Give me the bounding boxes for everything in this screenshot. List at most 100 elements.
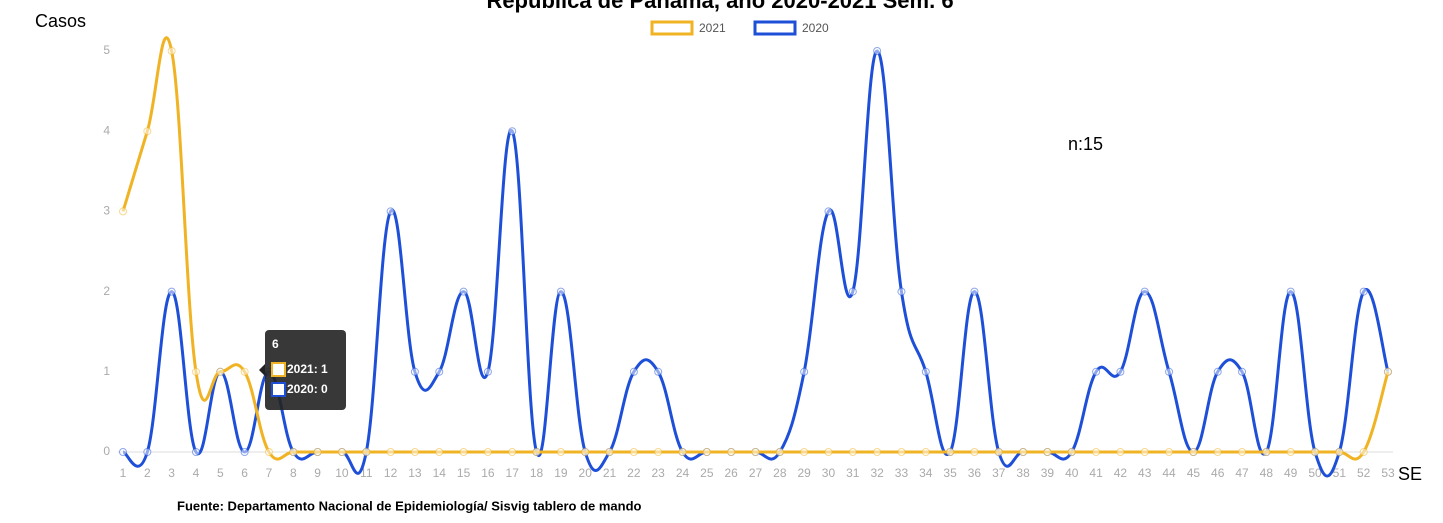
x-tick-label: 5 (217, 466, 224, 480)
data-point (459, 287, 468, 296)
data-point (1165, 448, 1174, 456)
data-point (459, 448, 468, 456)
x-tick-label: 39 (1041, 466, 1055, 480)
x-tick-label: 43 (1138, 466, 1152, 480)
legend-label: 2021 (699, 21, 726, 35)
data-point (873, 448, 882, 456)
data-point (1262, 448, 1271, 456)
data-point (191, 367, 200, 376)
data-point (143, 127, 152, 136)
data-point (532, 448, 541, 456)
x-tick-label: 20 (579, 466, 593, 480)
data-point (1067, 448, 1076, 456)
x-tick-label: 4 (193, 466, 200, 480)
data-point (410, 367, 419, 376)
x-tick-label: 37 (992, 466, 1006, 480)
data-point (119, 207, 127, 216)
tooltip-title: 6 (272, 337, 279, 351)
data-point (897, 448, 906, 456)
x-tick-label: 8 (290, 466, 297, 480)
data-point (1019, 448, 1028, 456)
data-point (1140, 287, 1149, 296)
data-point (240, 367, 249, 376)
x-tick-label: 14 (433, 466, 447, 480)
data-point (556, 448, 565, 456)
data-point (629, 367, 638, 376)
data-point (654, 367, 663, 376)
data-point (556, 287, 565, 296)
data-point (946, 448, 955, 456)
x-tick-label: 12 (384, 466, 398, 480)
data-point (994, 448, 1003, 456)
x-tick-label: 32 (870, 466, 884, 480)
data-point (386, 207, 395, 216)
data-point (1213, 367, 1222, 376)
x-tick-label: 29 (797, 466, 811, 480)
x-tick-label: 22 (627, 466, 641, 480)
legend-label: 2020 (802, 21, 829, 35)
x-tick-label: 2 (144, 466, 151, 480)
x-tick-label: 35 (943, 466, 957, 480)
data-point (678, 448, 687, 456)
x-tick-label: 53 (1381, 466, 1395, 480)
data-point (897, 287, 906, 296)
data-point (386, 448, 395, 456)
source: Fuente: Departamento Nacional de Epidemi… (177, 498, 642, 513)
data-point (167, 287, 176, 296)
data-point (362, 448, 371, 456)
data-point (1238, 367, 1247, 376)
data-point (1384, 367, 1392, 376)
x-axis-label: SE (1398, 464, 1422, 484)
x-tick-label: 51 (1333, 466, 1347, 480)
x-tick-label: 26 (724, 466, 738, 480)
x-tick-label: 13 (408, 466, 422, 480)
data-point (435, 448, 444, 456)
x-tick-label: 19 (554, 466, 568, 480)
x-tick-label: 3 (168, 466, 175, 480)
data-point (1286, 287, 1295, 296)
data-point (921, 367, 930, 376)
data-point (313, 448, 322, 456)
data-point (1311, 448, 1320, 456)
data-point (483, 448, 492, 456)
data-point (435, 367, 444, 376)
x-tick-label: 23 (652, 466, 666, 480)
x-tick-label: 17 (506, 466, 520, 480)
data-point (410, 448, 419, 456)
x-tick-label: 24 (676, 466, 690, 480)
y-tick-label: 4 (103, 123, 110, 137)
data-point (119, 448, 127, 456)
data-point (167, 47, 176, 55)
data-point (191, 448, 200, 456)
legend-swatch (753, 20, 797, 36)
data-point (824, 448, 833, 456)
x-tick-label: 38 (1016, 466, 1030, 480)
data-point (1140, 448, 1149, 456)
data-point (970, 448, 979, 456)
x-tick-label: 49 (1284, 466, 1298, 480)
x-tick-label: 28 (773, 466, 787, 480)
x-tick-label: 10 (335, 466, 349, 480)
x-tick-label: 33 (895, 466, 909, 480)
x-tick-label: 7 (266, 466, 273, 480)
x-tick-label: 52 (1357, 466, 1371, 480)
x-tick-label: 31 (846, 466, 860, 480)
x-tick-label: 45 (1187, 466, 1201, 480)
x-tick-label: 36 (968, 466, 982, 480)
data-point (702, 448, 711, 456)
data-point (1092, 367, 1101, 376)
x-tick-label: 34 (919, 466, 933, 480)
annotation: n:15 (1068, 134, 1103, 154)
y-tick-label: 3 (103, 204, 110, 218)
x-tick-label: 18 (530, 466, 544, 480)
data-point (921, 448, 930, 456)
data-point (824, 207, 833, 216)
data-point (605, 448, 614, 456)
data-point (727, 448, 736, 456)
data-point (337, 448, 346, 456)
tooltip: 6 2021: 1 2020: 0 (259, 330, 346, 410)
data-point (240, 448, 249, 456)
data-point (848, 448, 857, 456)
data-point (1359, 287, 1368, 296)
